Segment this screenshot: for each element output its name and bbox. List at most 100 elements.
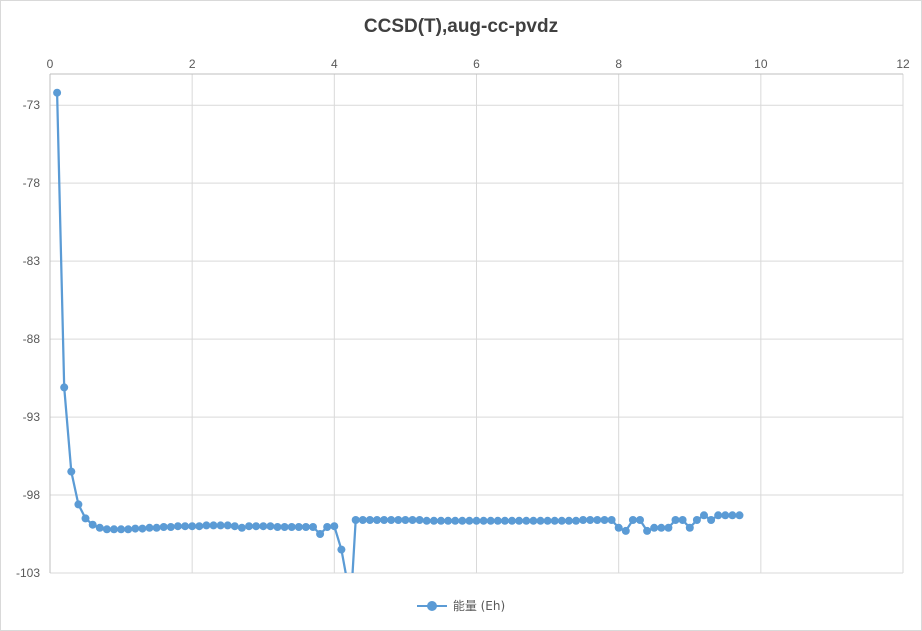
data-point xyxy=(465,516,474,525)
data-point xyxy=(572,516,580,525)
data-point xyxy=(586,516,595,524)
data-point xyxy=(309,523,317,531)
data-point xyxy=(429,516,438,525)
data-point xyxy=(415,516,424,524)
data-point xyxy=(266,522,275,531)
data-point xyxy=(67,467,76,476)
data-point xyxy=(550,516,559,525)
data-point xyxy=(294,523,303,531)
data-point xyxy=(316,530,325,538)
data-point xyxy=(323,523,332,531)
data-point xyxy=(564,516,573,525)
data-point xyxy=(301,523,310,531)
data-point xyxy=(252,522,261,531)
data-point xyxy=(380,516,389,524)
data-point xyxy=(451,516,460,525)
x-tick-label: 8 xyxy=(615,57,622,71)
data-point xyxy=(245,522,253,531)
data-point xyxy=(486,516,495,525)
data-point xyxy=(437,516,445,525)
data-point xyxy=(95,523,104,532)
data-point xyxy=(614,523,623,532)
data-point xyxy=(202,521,211,530)
series-group xyxy=(53,88,744,573)
data-point xyxy=(216,521,225,530)
data-point xyxy=(60,383,69,392)
data-point xyxy=(159,523,168,531)
data-point xyxy=(692,516,701,524)
y-tick-label: -73 xyxy=(23,98,41,112)
gridlines xyxy=(49,74,904,574)
data-point xyxy=(401,516,410,524)
data-point xyxy=(351,516,360,524)
data-point xyxy=(621,526,630,535)
data-point xyxy=(53,88,62,97)
y-tick-label: -93 xyxy=(23,410,41,424)
data-point xyxy=(181,522,190,531)
data-point xyxy=(728,511,737,520)
data-point xyxy=(173,522,182,531)
data-point xyxy=(735,511,744,520)
data-point xyxy=(636,516,644,524)
data-point xyxy=(536,516,545,525)
data-point xyxy=(337,545,346,554)
data-point xyxy=(188,522,197,531)
data-point xyxy=(422,516,431,525)
data-point xyxy=(138,524,147,533)
data-point xyxy=(259,522,268,531)
data-point xyxy=(102,525,111,534)
data-point xyxy=(237,523,246,532)
data-point xyxy=(557,516,566,525)
data-point xyxy=(628,516,637,524)
chart-title: CCSD(T),aug-cc-pvdz xyxy=(363,16,559,37)
x-tick-label: 0 xyxy=(47,57,54,71)
data-point xyxy=(117,525,126,534)
data-point xyxy=(74,500,83,509)
data-point xyxy=(358,516,367,524)
data-point xyxy=(721,511,730,520)
data-point xyxy=(230,522,239,531)
data-point xyxy=(600,516,609,524)
data-point xyxy=(81,514,90,523)
data-point xyxy=(493,516,502,525)
x-tick-label: 12 xyxy=(896,57,910,71)
data-point xyxy=(657,523,666,532)
data-point xyxy=(124,525,133,534)
y-tick-label: -88 xyxy=(23,332,41,346)
data-point xyxy=(529,516,538,525)
x-tick-label: 6 xyxy=(473,57,480,71)
data-point xyxy=(650,523,659,532)
data-point xyxy=(671,516,680,524)
data-point xyxy=(685,523,694,532)
x-tick-label: 4 xyxy=(331,57,338,71)
axes xyxy=(49,73,903,573)
x-tick-label: 10 xyxy=(754,57,768,71)
legend: 能量 (Eh) xyxy=(0,597,922,614)
data-point xyxy=(579,516,588,524)
data-point xyxy=(522,516,531,525)
data-point xyxy=(664,523,673,532)
data-point xyxy=(408,516,417,524)
data-point xyxy=(387,516,396,524)
data-point xyxy=(330,522,339,531)
data-point xyxy=(543,516,552,525)
data-point xyxy=(678,516,687,524)
data-point xyxy=(508,516,516,525)
data-point xyxy=(280,523,289,531)
data-point xyxy=(593,516,602,524)
data-point xyxy=(365,516,374,524)
data-point xyxy=(88,520,97,529)
data-point xyxy=(444,516,453,525)
data-point xyxy=(700,511,708,520)
y-tick-label: -103 xyxy=(16,566,40,580)
data-point xyxy=(479,516,488,525)
series-line-0 xyxy=(55,92,740,573)
data-point xyxy=(131,524,140,533)
data-point xyxy=(209,521,218,530)
x-tick-label: 2 xyxy=(189,57,196,71)
data-point xyxy=(472,516,481,525)
tick-labels: -73 -78 -83 -88 -93 -98 -103 0 2 4 6 8 10 12 xyxy=(16,57,910,580)
data-point xyxy=(373,516,381,524)
data-point xyxy=(273,523,282,531)
